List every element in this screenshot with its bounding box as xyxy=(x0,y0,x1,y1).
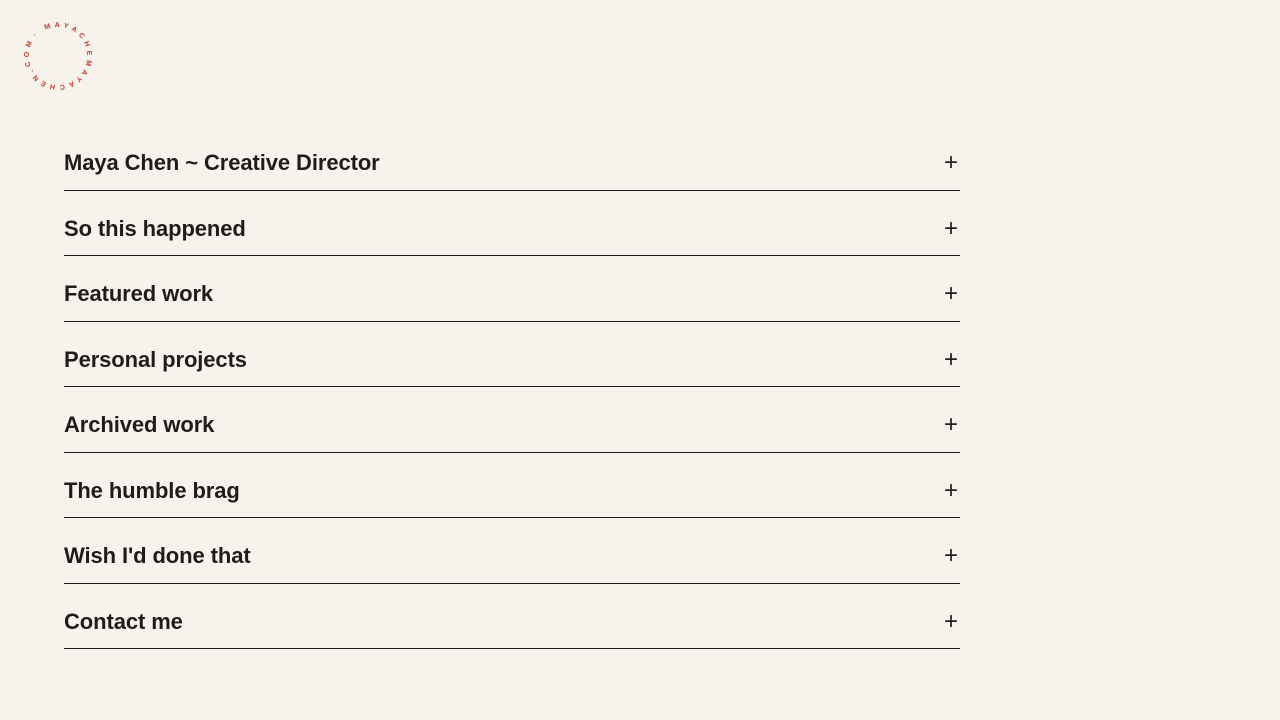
accordion-item-archived-work[interactable]: Archived work + xyxy=(64,387,960,453)
site-logo[interactable]: · MAYACHEMAYACHEN.COM xyxy=(14,12,102,100)
plus-icon: + xyxy=(943,542,958,569)
accordion-item-label: Personal projects xyxy=(64,346,247,372)
plus-icon: + xyxy=(943,214,958,242)
accordion-item-wish-id-done-that[interactable]: Wish I'd done that + xyxy=(64,518,960,584)
accordion-item-label: So this happened xyxy=(64,215,246,241)
logo-circular-text: · MAYACHEMAYACHEN.COM xyxy=(24,22,91,90)
accordion-item-so-this-happened[interactable]: So this happened + xyxy=(64,191,960,256)
accordion-item-personal-projects[interactable]: Personal projects + xyxy=(64,322,960,387)
plus-icon: + xyxy=(943,476,958,504)
plus-icon: + xyxy=(943,149,958,176)
plus-icon: + xyxy=(943,607,958,635)
plus-icon: + xyxy=(943,345,958,373)
accordion-item-humble-brag[interactable]: The humble brag + xyxy=(64,453,960,518)
accordion-menu: Maya Chen ~ Creative Director + So this … xyxy=(64,125,960,649)
accordion-item-label: Archived work xyxy=(64,412,215,437)
accordion-item-label: Wish I'd done that xyxy=(64,543,251,568)
circular-logo-icon: · MAYACHEMAYACHEN.COM xyxy=(24,22,92,90)
accordion-item-about[interactable]: Maya Chen ~ Creative Director + xyxy=(64,125,960,191)
svg-text:· MAYACHEMAYACHEN.COM: · MAYACHEMAYACHEN.COM xyxy=(24,22,92,90)
accordion-item-featured-work[interactable]: Featured work + xyxy=(64,256,960,322)
plus-icon: + xyxy=(943,280,958,307)
accordion-item-contact-me[interactable]: Contact me + xyxy=(64,584,960,649)
accordion-item-label: The humble brag xyxy=(64,477,240,503)
accordion-item-label: Contact me xyxy=(64,608,183,634)
accordion-item-label: Maya Chen ~ Creative Director xyxy=(64,150,380,175)
plus-icon: + xyxy=(943,411,958,438)
accordion-item-label: Featured work xyxy=(64,281,214,306)
